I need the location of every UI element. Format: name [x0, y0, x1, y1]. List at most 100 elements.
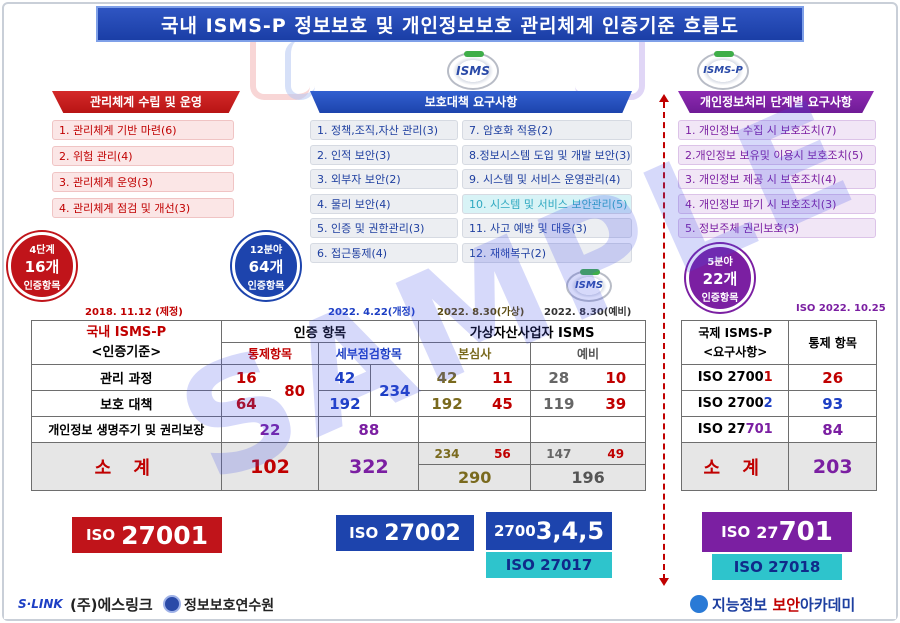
cell-pre-total: 196 [530, 464, 646, 491]
vertical-divider [663, 102, 665, 580]
footer-bar [4, 588, 896, 619]
isms-logo: ISMS [447, 51, 499, 90]
cell-control-management: 16 [220, 364, 271, 391]
right-item-5: 5. 정보주체 권리보호(3) [678, 218, 876, 238]
divider-arrow-down [659, 578, 669, 586]
page-title: 국내 ISMS-P 정보보호 및 개인정보보호 관리체계 인증기준 흐름도 [96, 6, 804, 42]
iso-row-27701: ISO 27701 [680, 416, 790, 443]
table-header-cert-items: 인증 항목 [220, 320, 420, 343]
mid-item-left-1: 1. 정책,조직,자산 관리(3) [310, 120, 458, 140]
iso-27001-box: ISO 27001 [72, 517, 222, 553]
table-header-preliminary: 예비 [530, 342, 646, 365]
mid-section-header: 보호대책 요구사항 [310, 91, 632, 113]
divider-arrow-up [659, 94, 669, 102]
cell-pre-subtotal-b: 49 [586, 442, 646, 465]
cell-pre-management: 28 [530, 364, 587, 391]
iso-val-27002: 93 [788, 390, 877, 417]
mid-item-left-3: 3. 외부자 보안(2) [310, 169, 458, 189]
cell-main-pii [418, 416, 532, 443]
academy-name: 지능정보 보안아카데미 [712, 596, 856, 614]
right-item-3: 3. 개인정보 제공 시 보호조치(4) [678, 169, 876, 189]
cell-main-protection: 192 [418, 390, 475, 417]
left-item-3: 3. 관리체계 운영(3) [52, 172, 234, 192]
mid-item-right-5: 11. 사고 예방 및 대응(3) [462, 218, 632, 238]
connector-arc-red [250, 30, 310, 100]
cell-pre2-management: 10 [586, 364, 646, 391]
table-header-control: 통제항목 [220, 342, 320, 365]
iso-row-27001: ISO 27001 [680, 364, 790, 391]
mid-item-right-6: 12. 재해복구(2) [462, 242, 632, 263]
row-label-subtotal: 소 계 [31, 442, 222, 491]
cell-detail-subtotal: 322 [318, 442, 420, 491]
isms-virtual-logo: ISMS [566, 269, 612, 302]
date-established: 2018. 11.12 (제정) [85, 307, 183, 318]
academy-logo-icon [690, 595, 708, 613]
right-item-4: 4. 개인정보 파기 시 보호조치(3) [678, 193, 876, 214]
cell-main2-protection: 45 [474, 390, 532, 417]
isms-p-logo: ISMS-P [697, 51, 749, 90]
right-item-1: 1. 개인정보 수집 시 보호조치(7) [678, 120, 876, 140]
right-item-2: 2.개인정보 보유및 이용시 보호조치(5) [678, 144, 876, 165]
cell-control-pii: 22 [220, 416, 320, 443]
table-header-detail: 세부점검항목 [318, 342, 420, 365]
iso-27018-box: ISO 27018 [712, 554, 842, 580]
cell-pre-pii [530, 416, 646, 443]
mid-item-left-6: 6. 접근통제(4) [310, 242, 458, 263]
cell-pre-subtotal-a: 147 [530, 442, 587, 465]
date-iso: ISO 2022. 10.25 [796, 303, 886, 314]
iso-2700345-box: 2700 3,4,5 [486, 512, 612, 550]
right-section-header: 개인정보처리 단계별 요구사항 [678, 91, 874, 113]
iso-row-27002: ISO 27002 [680, 390, 790, 417]
mid-summary-circle: 12분야 64개 인증항목 [232, 232, 300, 300]
date-virtual: 2022. 8.30(가상) [437, 307, 525, 318]
table-header-virtual-asset: 가상자산사업자 ISMS [418, 320, 646, 343]
mid-item-right-4: 10. 시스템 및 서비스 보안관리(5) [462, 193, 632, 214]
left-summary-circle: 4단계 16개 인증항목 [8, 232, 76, 300]
cell-control-subtotal: 102 [220, 442, 320, 491]
iso-val-27701: 84 [788, 416, 877, 443]
iso-val-27001: 26 [788, 364, 877, 391]
row-label-management: 관리 과정 [31, 364, 222, 391]
iso-27002-box: ISO 27002 [336, 515, 474, 551]
iso-header-requirements: <요구사항> [703, 344, 768, 359]
right-summary-circle: 5분야 22개 인증항목 [686, 244, 754, 312]
cell-main-subtotal-b: 56 [474, 442, 532, 465]
iso-27701-box: ISO 27 701 [702, 512, 852, 552]
mid-item-right-1: 7. 암호화 적용(2) [462, 120, 632, 140]
domestic-isms-p-table: 국내 ISMS-P <인증기준> 인증 항목 가상자산사업자 ISMS 통제항목… [31, 320, 646, 491]
cell-detail-sum: 234 [370, 364, 420, 417]
iso-header-international: 국제 ISMS-P [698, 325, 773, 340]
cell-control-protection: 64 [220, 390, 271, 417]
left-item-4: 4. 관리체계 점검 및 개선(3) [52, 198, 234, 218]
mid-item-left-5: 5. 인증 및 권한관리(3) [310, 218, 458, 238]
row-label-pii: 개인정보 생명주기 및 권리보장 [31, 416, 222, 443]
cell-pre-protection: 119 [530, 390, 587, 417]
iso-27017-box: ISO 27017 [486, 552, 612, 578]
slink-logo: S·LINK [18, 597, 63, 611]
mid-item-left-2: 2. 인적 보안(3) [310, 144, 458, 165]
date-revised: 2022. 4.22(개정) [328, 307, 416, 318]
cell-detail-protection: 192 [318, 390, 372, 417]
cell-main2-management: 11 [474, 364, 532, 391]
international-iso-table: 국제 ISMS-P <요구사항> 통제 항목 ISO 27001 26 ISO … [680, 320, 877, 491]
mid-item-right-2: 8.정보시스템 도입 및 개발 보안(3) [462, 144, 632, 165]
kisa-institute-name: 정보보호연수원 [184, 598, 275, 614]
iso-header-control: 통제 항목 [788, 320, 877, 365]
slink-company-name: (주)에스링크 [70, 596, 153, 614]
cell-main-total: 290 [418, 464, 532, 491]
iso-row-subtotal: 소 계 [680, 442, 790, 491]
kisa-logo-icon [163, 595, 181, 613]
table-header-domestic: 국내 ISMS-P [86, 324, 167, 340]
cell-pre2-protection: 39 [586, 390, 646, 417]
cell-main-subtotal-a: 234 [418, 442, 475, 465]
cell-control-sum: 80 [270, 364, 320, 417]
cell-main-management: 42 [418, 364, 475, 391]
mid-item-right-3: 9. 시스템 및 서비스 운영관리(4) [462, 169, 632, 189]
iso-val-subtotal: 203 [788, 442, 877, 491]
connector-arc-blue [285, 40, 315, 100]
table-header-criteria: <인증기준> [91, 344, 162, 360]
left-item-1: 1. 관리체계 기반 마련(6) [52, 120, 234, 140]
cell-detail-pii: 88 [318, 416, 420, 443]
date-preliminary: 2022. 8.30(예비) [544, 307, 632, 318]
left-item-2: 2. 위험 관리(4) [52, 146, 234, 166]
